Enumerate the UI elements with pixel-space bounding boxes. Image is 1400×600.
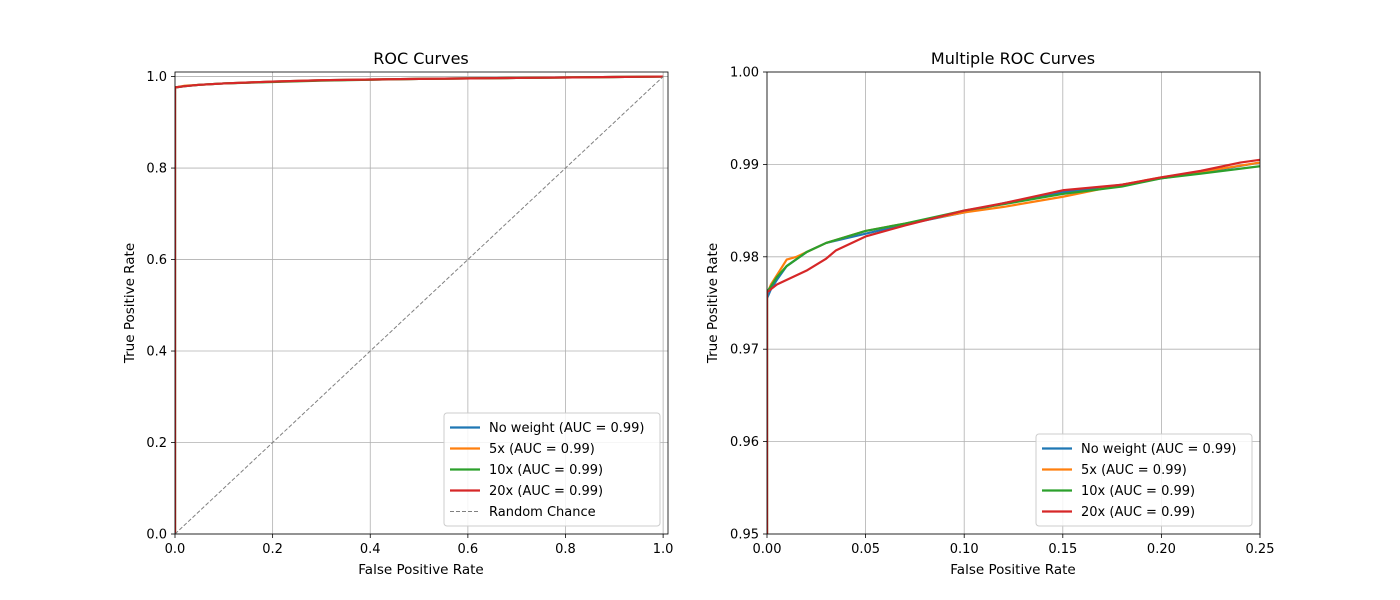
x-tick-label: 0.0: [165, 542, 186, 557]
legend-entry: 20x (AUC = 0.99): [1081, 505, 1195, 520]
y-tick-label: 1.0: [146, 70, 167, 85]
x-tick-label: 0.2: [262, 542, 283, 557]
axes-frame: [174, 71, 669, 535]
x-tick-label: 0.8: [555, 542, 576, 557]
y-tick-label: 0.98: [730, 250, 759, 265]
multiple-roc-curves-panel: Multiple ROC Curves False Positive Rate …: [705, 49, 1274, 578]
x-tick-label: 0.6: [458, 542, 479, 557]
legend-entry: 10x (AUC = 0.99): [1081, 484, 1195, 499]
legend-box: [443, 412, 661, 527]
plot-area: [767, 158, 1260, 534]
y-tick-label: 0.97: [730, 343, 759, 358]
x-tick-label: 0.05: [851, 542, 880, 557]
series-line-10x-auc-0-99: [767, 165, 1260, 534]
x-tick-label: 0.10: [950, 542, 979, 557]
legend-entry: No weight (AUC = 0.99): [489, 421, 645, 436]
series-line-20x-auc-0-99: [767, 158, 1260, 534]
y-tick-label: 0.6: [146, 253, 167, 268]
x-axis-label: False Positive Rate: [358, 562, 483, 578]
legend: No weight (AUC = 0.99) 5x (AUC = 0.99) 10x…: [1035, 433, 1253, 527]
legend-entry: No weight (AUC = 0.99): [1081, 442, 1237, 457]
legend-entry: 10x (AUC = 0.99): [489, 463, 603, 478]
y-axis-label: True Positive Rate: [705, 243, 721, 364]
y-tick-label: 0.0: [146, 528, 167, 543]
legend-entry: 5x (AUC = 0.99): [489, 442, 595, 457]
y-tick-label: 1.00: [730, 66, 759, 81]
series-line-random-chance: [175, 76, 664, 534]
y-tick-label: 0.99: [730, 158, 759, 173]
y-tick-label: 0.95: [730, 528, 759, 543]
x-tick-label: 0.20: [1147, 542, 1176, 557]
legend-box: [1035, 433, 1253, 527]
chart-title: ROC Curves: [373, 49, 469, 68]
legend-entry: 5x (AUC = 0.99): [1081, 463, 1187, 478]
roc-curves-panel: ROC Curves False Positive Rate True Posi…: [122, 49, 673, 578]
y-tick-label: 0.8: [146, 162, 167, 177]
y-axis-label: True Positive Rate: [122, 243, 138, 364]
axes-frame: [766, 71, 1261, 535]
legend-entry: 20x (AUC = 0.99): [489, 484, 603, 499]
y-tick-label: 0.96: [730, 435, 759, 450]
x-tick-label: 0.00: [753, 542, 782, 557]
x-axis-label: False Positive Rate: [950, 562, 1075, 578]
x-tick-label: 0.25: [1246, 542, 1275, 557]
grid: [174, 72, 668, 535]
legend-entry: Random Chance: [489, 505, 596, 520]
x-tick-label: 0.4: [360, 542, 381, 557]
legend: No weight (AUC = 0.99) 5x (AUC = 0.99) 10x…: [443, 412, 661, 527]
x-tick-label: 1.0: [653, 542, 674, 557]
x-tick-label: 0.15: [1048, 542, 1077, 557]
series-line-20x-auc-0-99: [175, 75, 664, 534]
chart-title: Multiple ROC Curves: [931, 49, 1095, 68]
plot-area: [175, 75, 664, 534]
y-tick-label: 0.4: [146, 345, 167, 360]
y-tick-label: 0.2: [146, 436, 167, 451]
